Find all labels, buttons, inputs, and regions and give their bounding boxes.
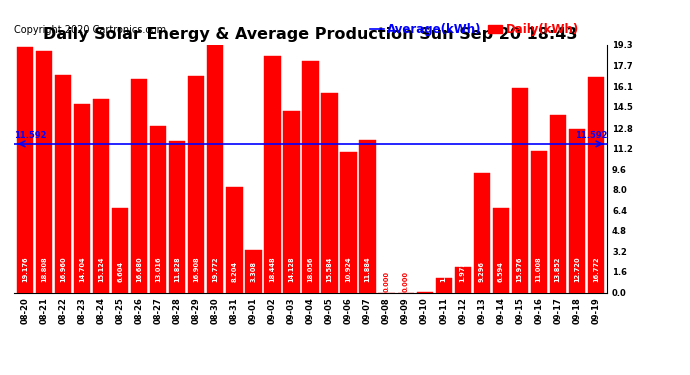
Legend: Average(kWh), Daily(kWh): Average(kWh), Daily(kWh) bbox=[365, 19, 584, 41]
Text: 13.852: 13.852 bbox=[555, 257, 561, 282]
Text: 13.016: 13.016 bbox=[155, 256, 161, 282]
Bar bbox=[435, 278, 452, 292]
Text: 16.680: 16.680 bbox=[137, 256, 142, 282]
Bar bbox=[284, 111, 299, 292]
Bar bbox=[493, 208, 509, 292]
Bar bbox=[473, 173, 490, 292]
Text: 11.008: 11.008 bbox=[535, 256, 542, 282]
Text: 14.128: 14.128 bbox=[288, 256, 295, 282]
Bar bbox=[207, 39, 224, 292]
Bar bbox=[569, 129, 585, 292]
Text: 0.000: 0.000 bbox=[402, 271, 408, 292]
Bar bbox=[588, 77, 604, 292]
Text: 11.884: 11.884 bbox=[364, 256, 371, 282]
Bar bbox=[55, 75, 71, 292]
Bar bbox=[322, 93, 337, 292]
Text: 8.204: 8.204 bbox=[231, 261, 237, 282]
Bar bbox=[531, 152, 546, 292]
Text: 3.308: 3.308 bbox=[250, 261, 257, 282]
Text: Copyright 2020 Cartronics.com: Copyright 2020 Cartronics.com bbox=[14, 25, 166, 35]
Title: Daily Solar Energy & Average Production Sun Sep 20 18:43: Daily Solar Energy & Average Production … bbox=[43, 27, 578, 42]
Bar bbox=[511, 88, 528, 292]
Bar bbox=[17, 46, 33, 292]
Text: 0.052: 0.052 bbox=[422, 261, 428, 282]
Text: 16.960: 16.960 bbox=[60, 256, 66, 282]
Bar bbox=[131, 79, 148, 292]
Text: 1.972: 1.972 bbox=[460, 261, 466, 282]
Bar bbox=[550, 115, 566, 292]
Text: 10.924: 10.924 bbox=[346, 256, 351, 282]
Text: 18.808: 18.808 bbox=[41, 256, 47, 282]
Text: 15.584: 15.584 bbox=[326, 257, 333, 282]
Bar bbox=[112, 208, 128, 292]
Bar bbox=[75, 104, 90, 292]
Text: 11.828: 11.828 bbox=[175, 256, 180, 282]
Bar bbox=[455, 267, 471, 292]
Text: 6.604: 6.604 bbox=[117, 261, 124, 282]
Bar bbox=[359, 140, 375, 292]
Text: 1.100: 1.100 bbox=[441, 261, 446, 282]
Text: 11.592: 11.592 bbox=[575, 131, 607, 140]
Text: 0.000: 0.000 bbox=[384, 271, 390, 292]
Text: 18.448: 18.448 bbox=[270, 256, 275, 282]
Bar bbox=[264, 56, 281, 292]
Text: 11.592: 11.592 bbox=[14, 131, 46, 140]
Bar bbox=[226, 187, 242, 292]
Text: 19.772: 19.772 bbox=[213, 256, 219, 282]
Text: 19.176: 19.176 bbox=[22, 256, 28, 282]
Text: 12.720: 12.720 bbox=[574, 256, 580, 282]
Bar bbox=[340, 152, 357, 292]
Bar bbox=[169, 141, 186, 292]
Text: 15.124: 15.124 bbox=[98, 257, 104, 282]
Bar bbox=[93, 99, 110, 292]
Text: 16.908: 16.908 bbox=[193, 256, 199, 282]
Bar bbox=[246, 250, 262, 292]
Text: 16.772: 16.772 bbox=[593, 256, 599, 282]
Bar bbox=[188, 76, 204, 292]
Bar bbox=[150, 126, 166, 292]
Text: 9.296: 9.296 bbox=[479, 261, 484, 282]
Text: 15.976: 15.976 bbox=[517, 257, 523, 282]
Text: 14.704: 14.704 bbox=[79, 256, 86, 282]
Text: 6.594: 6.594 bbox=[497, 261, 504, 282]
Bar bbox=[302, 61, 319, 292]
Text: 18.056: 18.056 bbox=[308, 257, 313, 282]
Bar bbox=[36, 51, 52, 292]
